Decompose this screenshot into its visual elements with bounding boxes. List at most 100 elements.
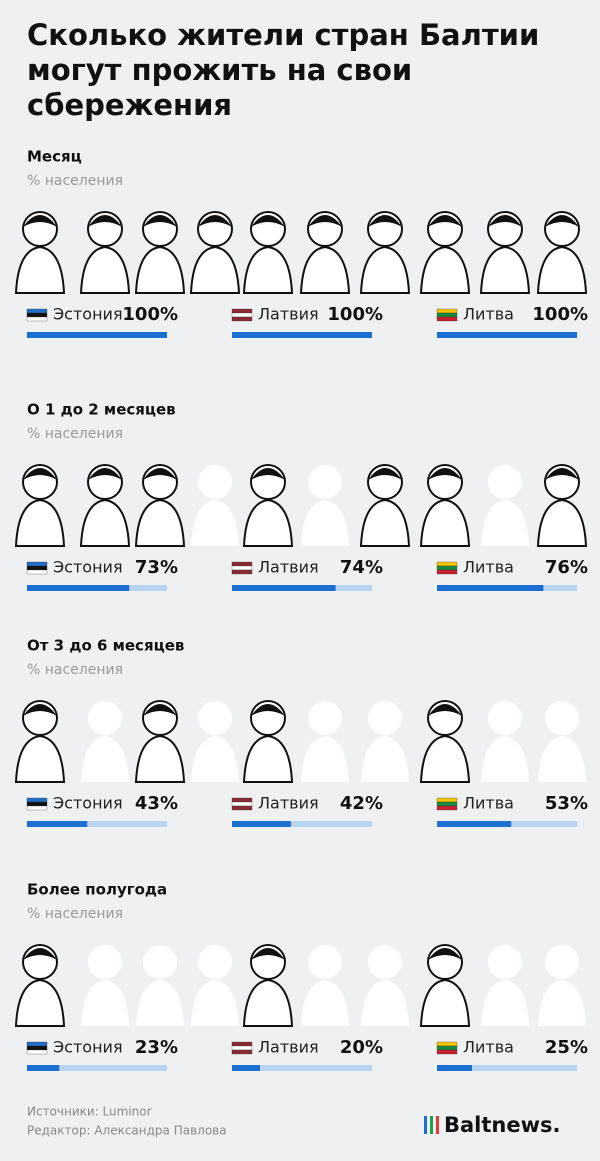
flag-stripe [26,312,48,318]
figure-hair [545,215,579,227]
figure-head [308,701,342,735]
person-figure [536,464,588,547]
figure-head [545,945,579,979]
section-title: Месяц [27,148,82,166]
flag-stripe [26,797,48,803]
section-subtitle: % населения [27,662,123,678]
figure-body [189,245,241,294]
country-name: Эстония [53,1038,123,1057]
flag-stripe [231,1049,253,1055]
person-figure [479,211,531,294]
figure-hair [488,215,522,227]
figure-body [359,245,411,294]
country-name: Латвия [258,1038,319,1057]
person-figure [242,464,294,547]
person-figure [79,211,131,294]
figure-head [545,701,579,735]
person-figure [242,211,294,294]
bar [232,1065,260,1071]
flag-stripe [231,316,253,322]
figure-hair [428,948,462,960]
person-figure [191,945,239,1026]
person-figure [79,464,131,547]
figure-head [308,465,342,499]
value-label: 100% [122,304,178,325]
figure-hair [23,468,57,480]
figure-head [488,701,522,735]
figure-hair [428,215,462,227]
flag-stripe [231,312,253,318]
figure-body [538,980,586,1026]
flag-stripe [26,805,48,811]
figure-head [308,945,342,979]
figure-hair [428,468,462,480]
figure-body [14,498,66,547]
person-figure [134,464,186,547]
flag-stripe [26,801,48,807]
figure-hair [23,948,57,960]
figure-body [134,498,186,547]
figure-body [419,734,471,783]
flag-stripe [231,565,253,571]
flag-stripe [436,565,458,571]
figure-body [14,978,66,1027]
figure-body [191,500,239,546]
flag-stripe [436,312,458,318]
flag-stripe [231,1045,253,1051]
flag-stripe [436,561,458,567]
figure-hair [368,215,402,227]
bar [232,821,291,827]
flag-stripe [231,569,253,575]
person-figure [301,945,349,1026]
figure-hair [308,215,342,227]
flag-stripe [436,308,458,314]
country-name: Латвия [258,558,319,577]
figure-body [419,245,471,294]
figure-hair [251,948,285,960]
figure-hair [368,468,402,480]
figure-body [419,978,471,1027]
figure-head [198,701,232,735]
person-figure [189,211,241,294]
figure-body [191,736,239,782]
bar-track [27,821,167,827]
page-title: Сколько жители стран Балтии могут прожит… [27,18,540,122]
flag-stripe [231,805,253,811]
figure-head [368,945,402,979]
figure-body [134,734,186,783]
flag-stripe [26,569,48,575]
figure-hair [251,215,285,227]
flag-stripe [231,801,253,807]
bar [27,585,130,591]
person-figure [14,944,66,1027]
flag-stripe [436,316,458,322]
flag-stripe [231,308,253,314]
country-name: Латвия [258,305,319,324]
value-label: 23% [135,1037,178,1058]
figure-hair [143,704,177,716]
bar-track [27,1065,167,1071]
figure-body [301,736,349,782]
person-figure [481,945,529,1026]
value-label: 76% [545,557,588,578]
figure-head [368,701,402,735]
figure-body [361,736,409,782]
figure-body [134,245,186,294]
country-name: Эстония [53,558,123,577]
flag-stripe [231,561,253,567]
country-name: Латвия [258,794,319,813]
figure-body [299,245,351,294]
bar-track [232,821,372,827]
bar [27,1065,60,1071]
figure-body [361,980,409,1026]
country-name: Эстония [53,305,123,324]
section-subtitle: % населения [27,906,123,922]
value-label: 20% [340,1037,383,1058]
section-subtitle: % населения [27,173,123,189]
section-title: От 3 до 6 месяцев [27,637,184,655]
person-figure [536,211,588,294]
person-figure [359,464,411,547]
figure-hair [545,468,579,480]
person-figure [419,464,471,547]
bar [437,332,577,338]
